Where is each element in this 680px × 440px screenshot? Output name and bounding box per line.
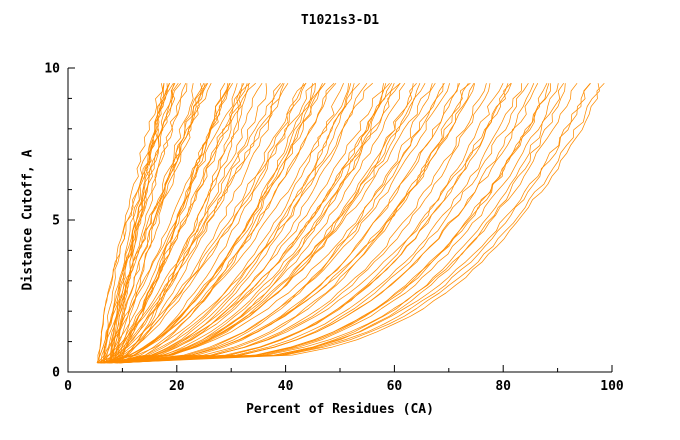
- model-curve: [110, 83, 566, 364]
- model-curve: [117, 82, 360, 364]
- model-curve: [111, 83, 248, 364]
- model-curve: [117, 82, 565, 364]
- model-curve: [110, 83, 165, 363]
- y-tick-label: 10: [44, 62, 60, 77]
- model-curve: [102, 83, 459, 364]
- model-curve: [116, 82, 445, 364]
- model-curve: [115, 83, 355, 364]
- model-curve: [106, 83, 245, 364]
- model-curve: [98, 82, 182, 363]
- model-curve: [96, 83, 206, 364]
- model-curve: [96, 82, 591, 364]
- model-curve: [100, 83, 238, 364]
- model-curve: [102, 82, 471, 364]
- y-tick-label: 0: [52, 366, 60, 381]
- axes-group: [67, 67, 613, 373]
- model-curve: [118, 83, 243, 364]
- model-curve: [104, 82, 281, 364]
- model-curve: [104, 83, 387, 364]
- model-curve: [104, 83, 304, 364]
- model-curve: [103, 83, 535, 364]
- model-curve: [119, 83, 559, 364]
- model-curve: [100, 83, 205, 363]
- model-curve: [109, 83, 551, 364]
- x-tick-label: 60: [387, 379, 403, 394]
- model-curve: [104, 82, 174, 363]
- model-curve: [100, 82, 591, 364]
- x-tick-label: 100: [600, 379, 624, 394]
- model-curve: [106, 83, 600, 364]
- model-curve: [100, 82, 373, 364]
- model-curve: [117, 83, 307, 364]
- model-curve: [119, 82, 401, 364]
- model-curve: [118, 82, 250, 364]
- model-curve: [118, 82, 529, 364]
- x-tick-label: 80: [495, 379, 511, 394]
- model-curve: [97, 83, 512, 364]
- model-curve: [115, 82, 605, 364]
- model-curve: [100, 82, 578, 364]
- model-curve: [115, 82, 256, 364]
- model-curve: [96, 83, 175, 364]
- model-curve: [100, 83, 426, 364]
- model-curve: [104, 82, 337, 364]
- model-curve: [119, 82, 436, 364]
- model-curve: [117, 82, 390, 364]
- y-axis-label: Distance Cutoff, A: [20, 149, 36, 291]
- x-tick-label: 40: [278, 379, 294, 394]
- model-curve: [108, 83, 433, 364]
- model-curve: [107, 83, 250, 364]
- model-curve: [101, 82, 326, 364]
- model-curve: [108, 83, 352, 364]
- model-curve: [106, 83, 344, 364]
- model-curve: [106, 83, 395, 364]
- model-curve: [110, 83, 487, 364]
- model-curve: [100, 83, 444, 364]
- model-curve: [104, 82, 263, 364]
- x-axis-label: Percent of Residues (CA): [246, 402, 434, 417]
- model-curve: [109, 83, 509, 364]
- chart-title: T1021s3-D1: [300, 13, 380, 28]
- model-curve: [108, 83, 313, 364]
- model-curve: [109, 83, 187, 363]
- y-tick-label: 5: [52, 214, 60, 229]
- model-curve: [117, 83, 194, 363]
- model-curve: [108, 83, 475, 364]
- model-curve: [97, 83, 230, 364]
- model-curve: [106, 83, 384, 364]
- model-curve: [101, 83, 548, 364]
- model-curve: [100, 83, 421, 364]
- model-curve: [102, 82, 284, 364]
- model-curve: [112, 83, 212, 363]
- model-curve: [101, 83, 234, 364]
- model-curve: [119, 82, 469, 364]
- x-tick-label: 0: [64, 379, 72, 394]
- model-curve: [120, 83, 550, 364]
- model-curve: [119, 82, 401, 364]
- model-curves-group: [96, 82, 605, 364]
- model-curve: [119, 83, 323, 364]
- model-curve: [100, 83, 349, 364]
- model-curve: [116, 82, 368, 364]
- model-curve: [105, 82, 307, 364]
- model-curve: [114, 83, 523, 364]
- tick-labels-group: 0 20 40 60 80 100 0 5 10: [44, 62, 624, 395]
- x-tick-label: 20: [169, 379, 185, 394]
- model-curve: [98, 82, 289, 364]
- model-curve: [99, 83, 491, 364]
